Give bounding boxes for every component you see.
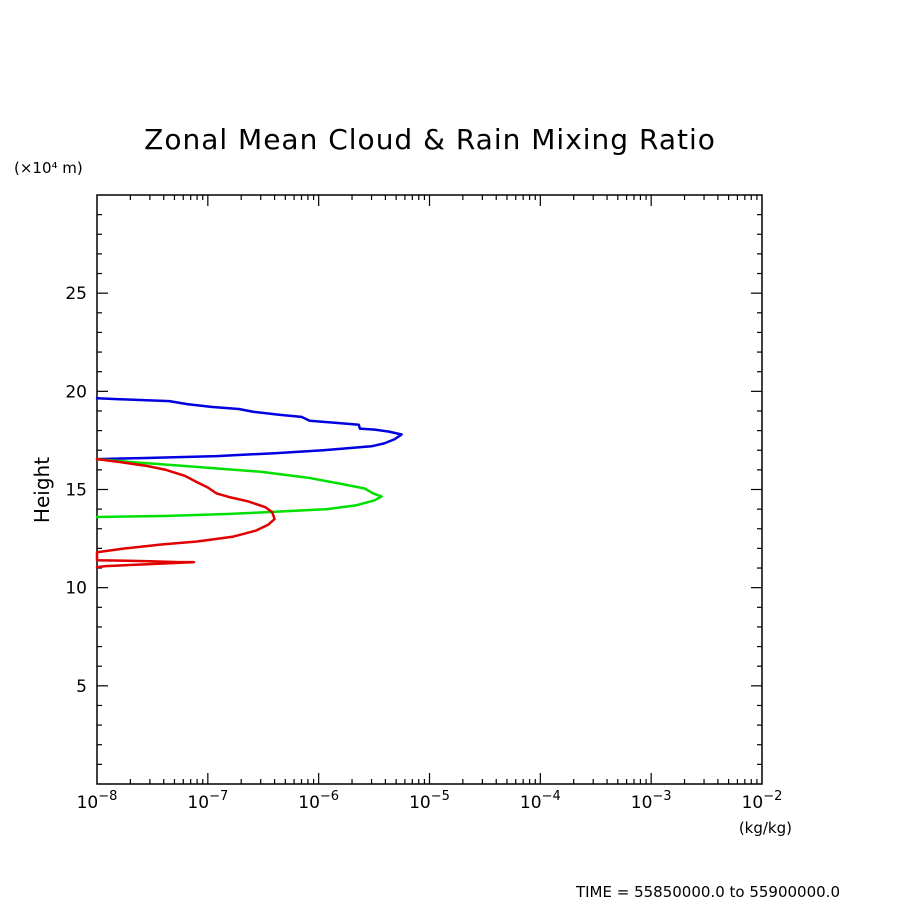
x-tick-label: 10−2 — [742, 789, 783, 813]
x-tick-label: 10−8 — [77, 789, 118, 813]
x-unit-label: (kg/kg) — [739, 819, 792, 837]
time-range-footer: TIME = 55850000.0 to 55900000.0 — [575, 883, 840, 901]
x-tick-label: 10−7 — [187, 789, 228, 813]
y-tick-label: 15 — [65, 481, 87, 501]
x-tick-label: 10−5 — [409, 789, 450, 813]
y-axis-label: Height — [30, 457, 54, 523]
plot-frame — [96, 194, 763, 785]
x-tick-label: 10−3 — [631, 789, 672, 813]
x-tick-label: 10−4 — [520, 789, 561, 813]
y-unit-label: (×10⁴ m) — [14, 159, 83, 177]
series-line-2 — [95, 457, 383, 519]
y-tick-label: 25 — [65, 284, 87, 304]
series-line-1 — [95, 396, 403, 461]
axes-ticks: 5 10 15 20 25 10−8 10−7 10−6 10−5 10−4 10−3 10−2 — [65, 195, 782, 813]
y-tick-label: 10 — [65, 579, 87, 599]
chart-title: Zonal Mean Cloud & Rain Mixing Ratio — [144, 123, 716, 156]
series-group — [95, 396, 403, 569]
y-tick-label: 20 — [65, 382, 87, 402]
x-tick-label: 10−6 — [298, 789, 339, 813]
y-tick-label: 5 — [76, 677, 87, 697]
series-line-3 — [95, 457, 276, 569]
